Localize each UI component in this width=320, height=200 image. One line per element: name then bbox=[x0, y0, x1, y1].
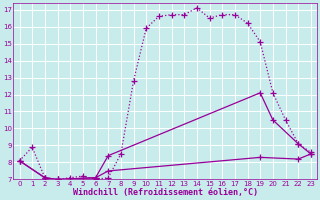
X-axis label: Windchill (Refroidissement éolien,°C): Windchill (Refroidissement éolien,°C) bbox=[73, 188, 258, 197]
